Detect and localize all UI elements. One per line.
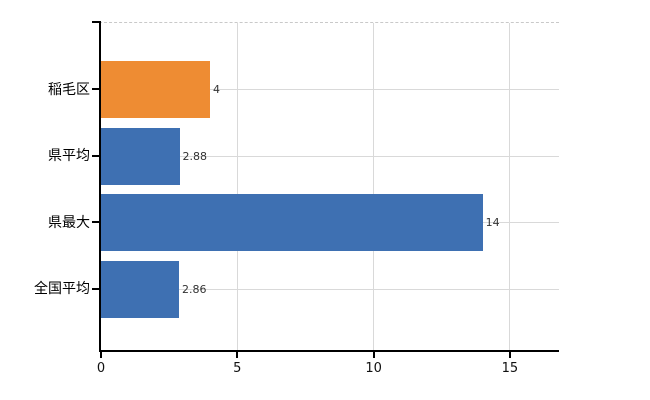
value-label: 2.86 xyxy=(181,282,207,296)
bar-0 xyxy=(101,61,211,118)
x-axis-tick-label: 5 xyxy=(233,361,242,376)
x-axis-tick xyxy=(236,352,239,358)
x-axis-tick xyxy=(372,352,375,358)
y-axis-tick xyxy=(92,287,101,290)
y-axis-tick xyxy=(92,221,101,224)
plot-area: 4 2.88 14 2.86 xyxy=(99,22,559,352)
horizontal-gridline xyxy=(101,89,559,90)
vertical-gridline xyxy=(509,23,511,350)
x-axis-tick xyxy=(100,352,102,358)
x-axis-tick-label: 0 xyxy=(96,361,106,376)
value-label: 2.88 xyxy=(182,149,208,163)
bar-1 xyxy=(101,127,180,185)
horizontal-gridline xyxy=(101,155,559,157)
vertical-gridline xyxy=(373,23,375,350)
category-label: 県平均 xyxy=(48,148,90,165)
category-label: 全国平均 xyxy=(34,281,90,298)
bar-3 xyxy=(101,260,179,318)
category-label: 県最大 xyxy=(48,214,90,231)
y-axis-tick xyxy=(92,154,101,157)
x-axis-tick-label: 10 xyxy=(365,361,382,376)
bar-2 xyxy=(101,194,483,252)
value-label: 14 xyxy=(485,216,500,230)
vertical-gridline xyxy=(236,23,238,350)
value-label: 4 xyxy=(213,83,221,96)
y-axis-top-tick xyxy=(92,21,101,23)
y-axis-tick xyxy=(92,88,101,90)
horizontal-gridline xyxy=(101,288,559,290)
x-axis-tick-label: 15 xyxy=(501,361,519,376)
x-axis-tick xyxy=(508,352,511,358)
category-label: 稲毛区 xyxy=(48,81,90,98)
